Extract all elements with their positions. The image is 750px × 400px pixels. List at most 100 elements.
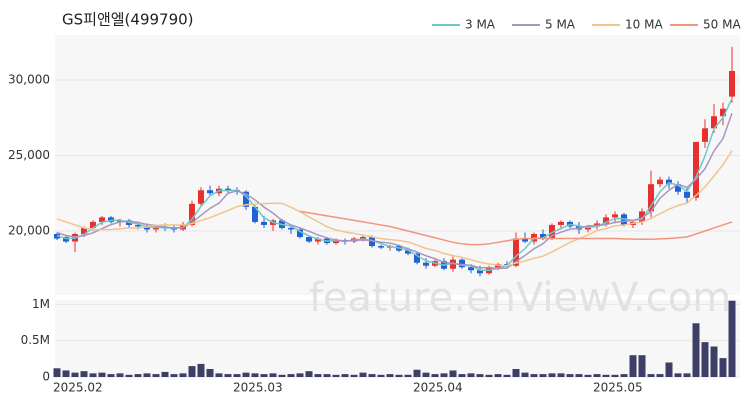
volume-bar <box>404 374 412 377</box>
candle-body <box>99 217 105 222</box>
candle-body <box>720 108 726 117</box>
y-tick-label: 25,000 <box>8 148 50 162</box>
candle-body <box>360 237 366 239</box>
volume-bar <box>143 373 151 377</box>
candle-body <box>189 203 195 225</box>
volume-bar <box>467 373 475 377</box>
volume-bar <box>629 355 637 377</box>
candle-body <box>288 227 294 230</box>
volume-bar <box>53 368 61 377</box>
volume-bar <box>620 374 628 377</box>
volume-bar <box>116 373 124 377</box>
volume-bar <box>728 300 736 377</box>
volume-bar <box>557 373 565 377</box>
volume-bar <box>602 374 610 377</box>
volume-bar <box>611 374 619 377</box>
volume-bar <box>98 372 106 377</box>
candle-body <box>639 211 645 222</box>
x-tick-label: 2025.02 <box>53 381 103 395</box>
volume-bar <box>233 374 241 377</box>
legend-label: 10 MA <box>625 18 663 32</box>
x-tick-label: 2025.05 <box>593 381 643 395</box>
watermark: feature.enViewV.com <box>309 275 731 321</box>
volume-bar <box>377 374 385 377</box>
volume-bar <box>494 374 502 377</box>
candle-body <box>423 262 429 266</box>
volume-bar <box>674 373 682 377</box>
volume-bar <box>314 374 322 377</box>
legend-label: 50 MA <box>703 18 741 32</box>
volume-bar <box>305 371 313 377</box>
x-tick-label: 2025.03 <box>233 381 283 395</box>
candle-body <box>648 184 654 212</box>
candle-body <box>603 217 609 224</box>
candle-body <box>558 221 564 225</box>
candle-body <box>540 234 546 239</box>
candle-body <box>684 191 690 198</box>
candle-body <box>252 206 258 222</box>
price-panel <box>55 35 740 295</box>
volume-panel <box>55 300 740 377</box>
candle-body <box>711 116 717 129</box>
candle-body <box>702 128 708 142</box>
volume-bar <box>701 342 709 377</box>
chart-title: GS피앤엘(499790) <box>62 11 194 29</box>
candle-body <box>108 217 114 222</box>
volume-bar <box>215 373 223 377</box>
volume-bar <box>287 374 295 377</box>
candle-body <box>522 238 528 242</box>
volume-bar <box>161 371 169 377</box>
volume-bar <box>278 374 286 377</box>
volume-bar <box>179 373 187 377</box>
volume-bar <box>593 374 601 377</box>
volume-bar <box>188 366 196 377</box>
volume-bar <box>575 374 583 377</box>
volume-bar <box>665 362 673 377</box>
y-tick-label: 1M <box>32 297 50 311</box>
candle-body <box>657 179 663 185</box>
ma-line <box>56 112 733 270</box>
volume-bar <box>710 346 718 377</box>
volume-bar <box>332 374 340 377</box>
candle-body <box>207 190 213 194</box>
candle-body <box>729 70 735 97</box>
candle-body <box>405 250 411 254</box>
volume-bar <box>548 373 556 377</box>
volume-bar <box>323 374 331 377</box>
volume-bar <box>512 369 520 377</box>
candle-body <box>198 190 204 204</box>
volume-bar <box>170 374 178 377</box>
volume-bar <box>341 374 349 377</box>
volume-bar <box>152 374 160 377</box>
volume-bar <box>566 374 574 377</box>
candle-body <box>306 237 312 242</box>
candle-body <box>477 270 483 274</box>
volume-bar <box>656 374 664 377</box>
candle-body <box>612 214 618 218</box>
x-tick-label: 2025.04 <box>413 381 463 395</box>
volume-bar <box>440 373 448 377</box>
candle-body <box>378 246 384 248</box>
volume-bar <box>449 370 457 377</box>
volume-bar <box>530 374 538 377</box>
legend-label: 3 MA <box>465 18 496 32</box>
candle-body <box>459 259 465 268</box>
candle-body <box>297 229 303 238</box>
volume-bar <box>719 358 727 377</box>
volume-bar <box>422 372 430 377</box>
candle-body <box>225 188 231 191</box>
volume-bar <box>584 374 592 377</box>
volume-bar <box>260 374 268 377</box>
ma-line <box>299 210 733 246</box>
volume-bar <box>638 355 646 377</box>
candle-body <box>81 227 87 235</box>
volume-bar <box>206 369 214 377</box>
volume-bar <box>395 374 403 377</box>
volume-bar <box>134 374 142 377</box>
candle-body <box>261 221 267 225</box>
volume-bar <box>224 374 232 377</box>
volume-bar <box>251 373 259 377</box>
candle-body <box>369 237 375 247</box>
y-tick-label: 30,000 <box>8 72 50 86</box>
